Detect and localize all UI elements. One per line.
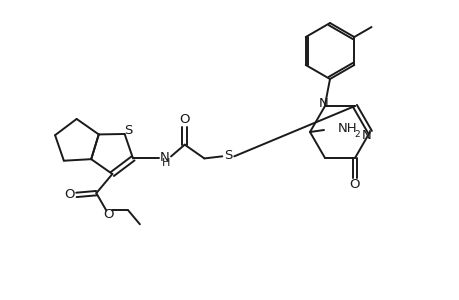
Text: S: S bbox=[224, 149, 232, 162]
Text: O: O bbox=[179, 113, 190, 126]
Text: N: N bbox=[319, 97, 328, 110]
Text: O: O bbox=[103, 208, 113, 221]
Text: 2: 2 bbox=[353, 130, 359, 139]
Text: O: O bbox=[64, 188, 74, 201]
Text: N: N bbox=[361, 128, 371, 142]
Text: S: S bbox=[124, 124, 133, 137]
Text: H: H bbox=[162, 158, 170, 168]
Text: NH: NH bbox=[337, 122, 357, 134]
Text: N: N bbox=[160, 151, 169, 164]
Text: O: O bbox=[349, 178, 359, 191]
